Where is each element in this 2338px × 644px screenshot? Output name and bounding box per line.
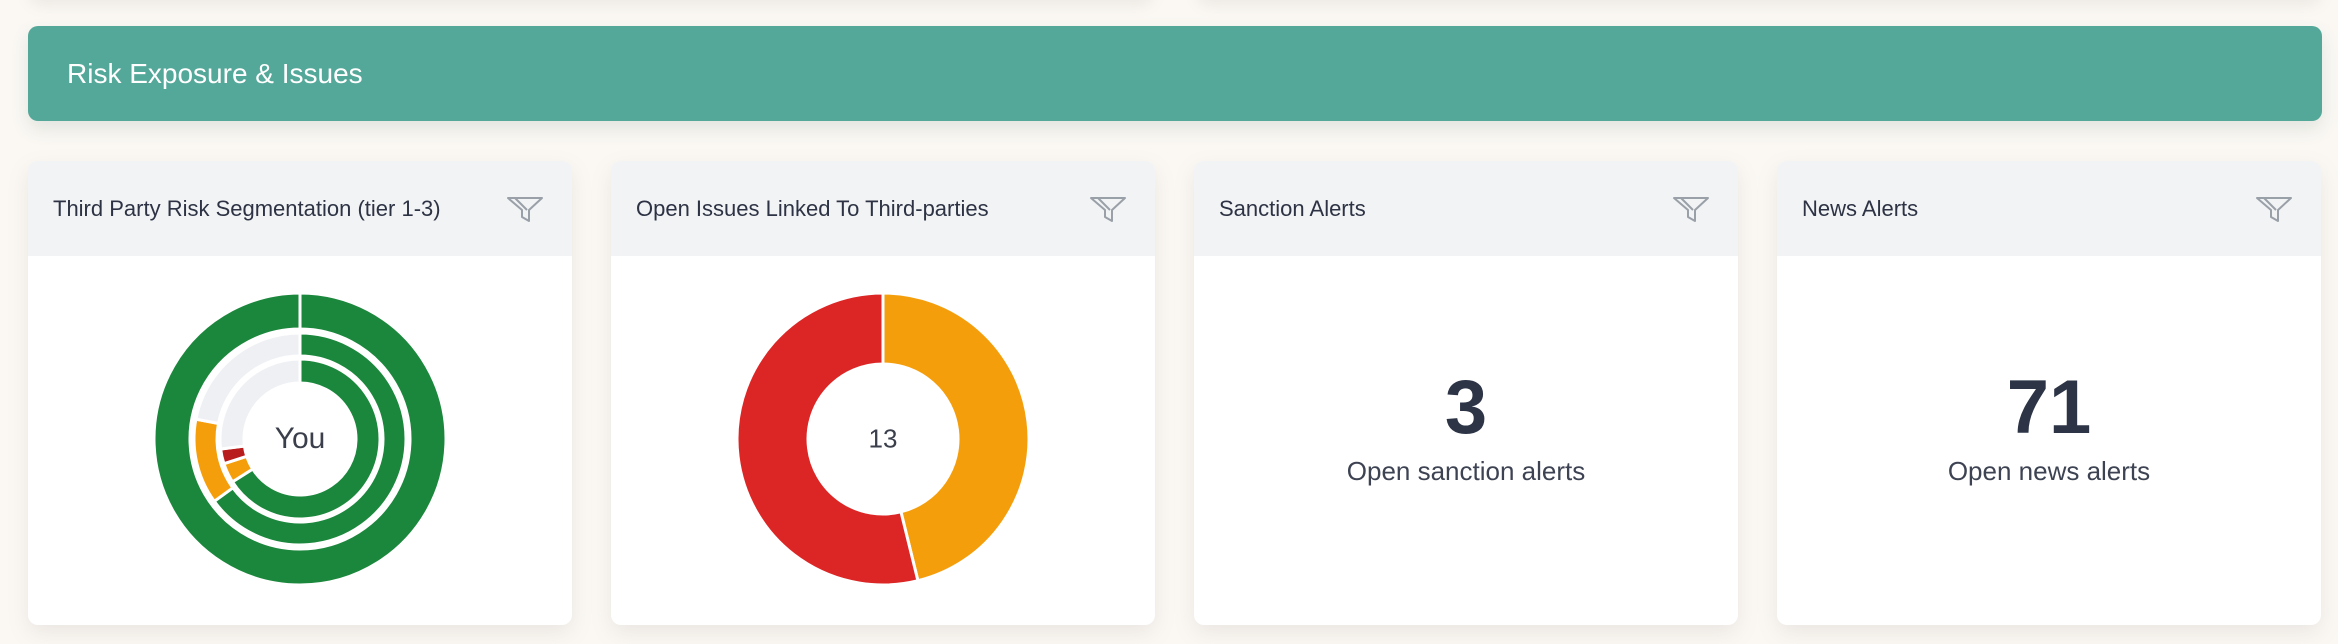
filter-icon-glyph [1673, 196, 1709, 222]
card-title: Third Party Risk Segmentation (tier 1-3) [53, 195, 441, 221]
risk-segmentation-card: Third Party Risk Segmentation (tier 1-3)… [28, 161, 572, 625]
card-header: Sanction Alerts [1194, 161, 1738, 256]
card-body: 71 Open news alerts [1777, 256, 2321, 625]
filter-icon-glyph [2256, 196, 2292, 222]
open-issues-card: Open Issues Linked To Third-parties 13 [611, 161, 1155, 625]
sanction-alerts-caption: Open sanction alerts [1346, 456, 1586, 486]
card-header: News Alerts [1777, 161, 2321, 256]
sanction-alerts-count[interactable]: 3 [1444, 365, 1488, 450]
filter-icon-glyph [507, 196, 543, 222]
filter-icon[interactable] [2253, 192, 2295, 226]
filter-icon[interactable] [1087, 192, 1129, 226]
filter-icon-glyph [1090, 196, 1126, 222]
card-title: Sanction Alerts [1219, 195, 1366, 221]
sunburst-ring-1-slice-4[interactable] [218, 357, 302, 451]
card-body: You [28, 256, 572, 625]
sanction-alerts-card: Sanction Alerts 3 Open sanction alerts [1194, 161, 1738, 625]
open-issues-slice-2[interactable] [735, 291, 920, 587]
card-header: Third Party Risk Segmentation (tier 1-3) [28, 161, 572, 256]
sunburst-ring-2-slice-1[interactable] [212, 331, 408, 547]
stat-block: 71 Open news alerts [1777, 368, 2321, 487]
open-issues-donut-chart [735, 291, 1031, 587]
sunburst-center-label: You [274, 422, 326, 455]
card-body: 13 [611, 256, 1155, 625]
news-alerts-count[interactable]: 71 [2006, 365, 2092, 450]
donut-center-value: 13 [868, 423, 898, 454]
news-alerts-caption: Open news alerts [1947, 456, 2151, 486]
card-header: Open Issues Linked To Third-parties [611, 161, 1155, 256]
section-banner: Risk Exposure & Issues [28, 26, 2322, 121]
sunburst-ring-1-slice-1[interactable] [230, 357, 382, 521]
card-body: 3 Open sanction alerts [1194, 256, 1738, 625]
sunburst-ring-3-slice-1[interactable] [152, 291, 448, 587]
filter-icon[interactable] [1670, 192, 1712, 226]
open-issues-slice-1[interactable] [881, 291, 1031, 583]
sunburst-ring-2-slice-3[interactable] [194, 331, 302, 426]
card-title: News Alerts [1802, 195, 1919, 221]
news-alerts-card: News Alerts 71 Open news alerts [1777, 161, 2321, 625]
filter-icon[interactable] [504, 192, 546, 226]
section-title: Risk Exposure & Issues [67, 57, 363, 89]
stat-block: 3 Open sanction alerts [1194, 368, 1738, 487]
card-title: Open Issues Linked To Third-parties [636, 195, 989, 221]
sunburst-chart [152, 291, 448, 587]
